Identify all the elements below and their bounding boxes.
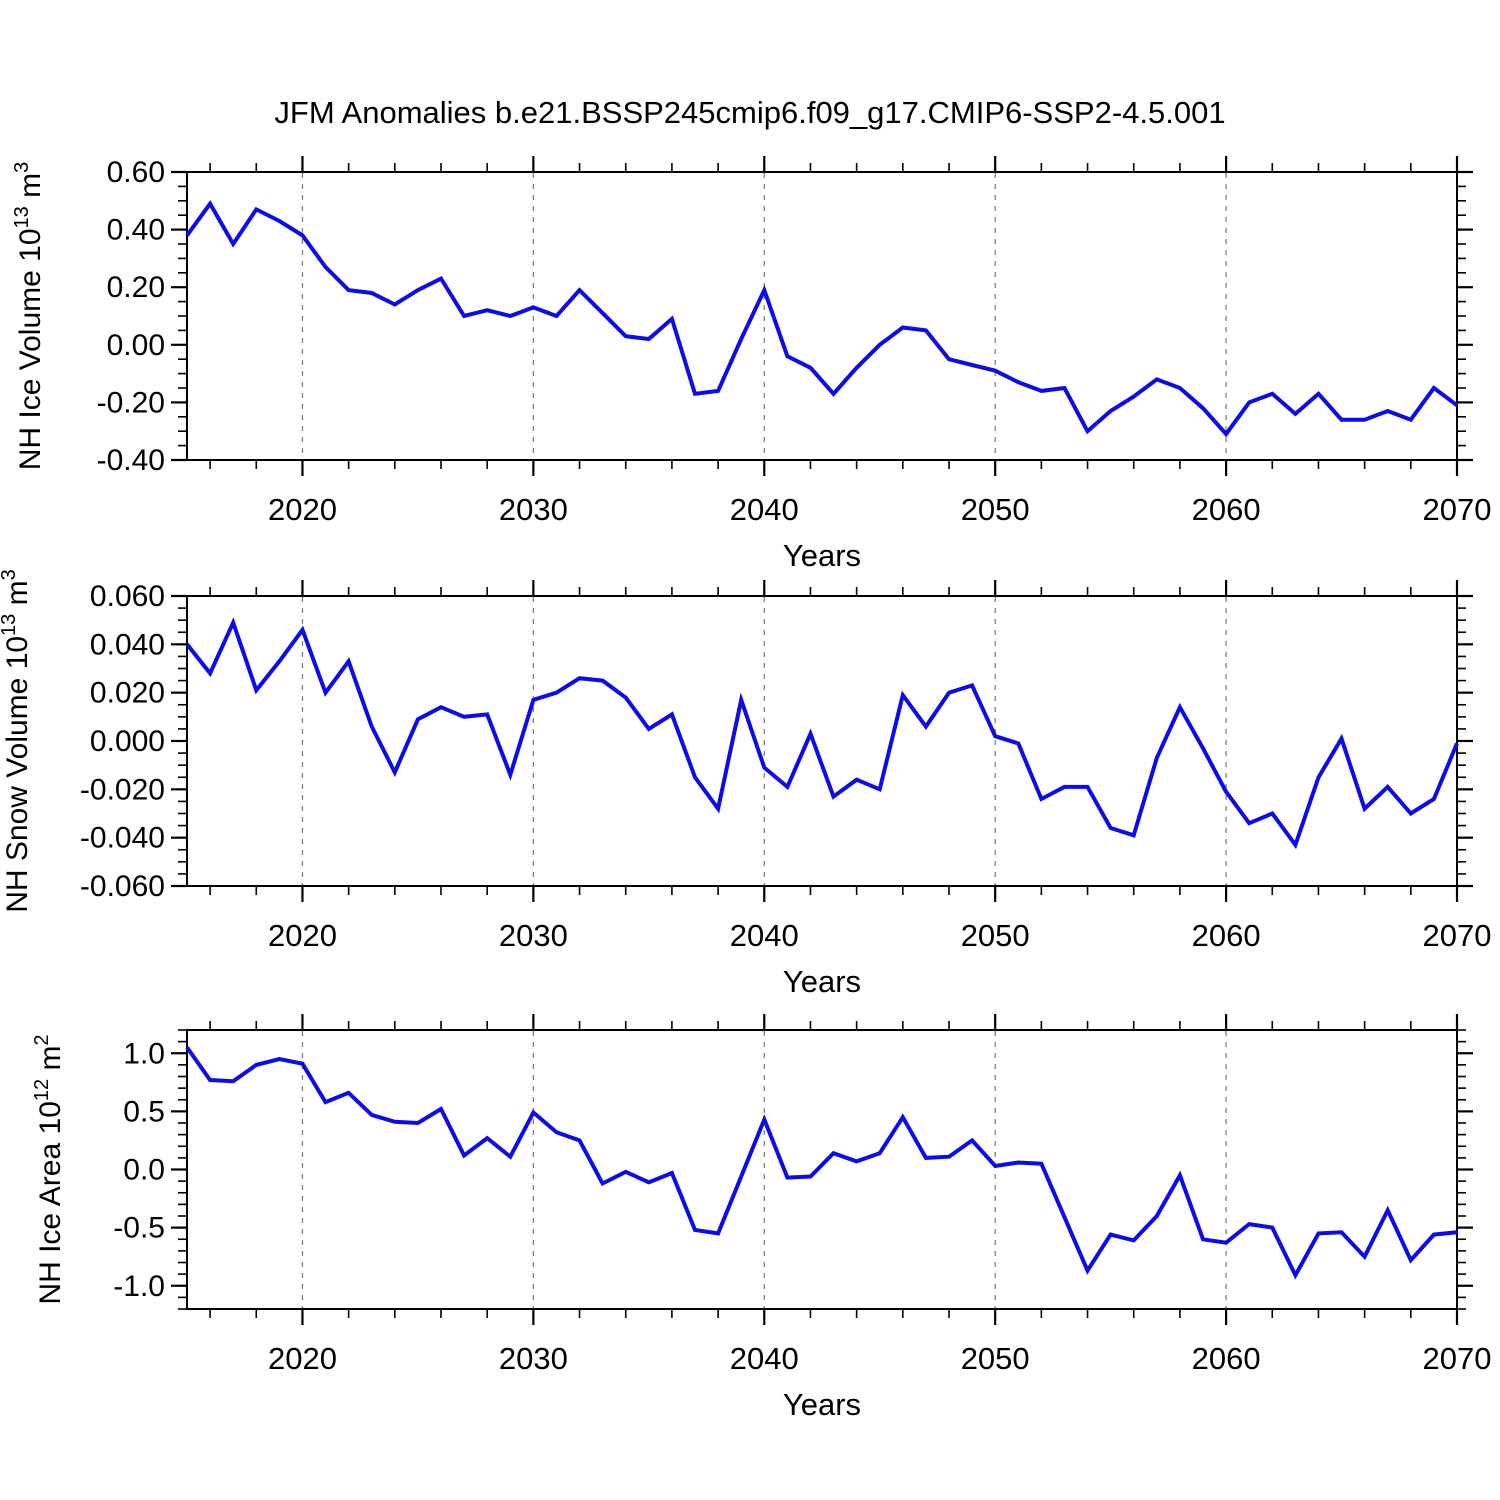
x-tick-label: 2030 [499,492,568,527]
nh-snow-volume-data-line [185,617,1459,850]
nh-ice-area-panel: 1.0 0.5 0.0 -0.5 -1.0 2020 2030 2040 2050 2060 207… [31,1014,1491,1422]
y-tick-label: 0.060 [90,580,165,613]
y-tick-label: -0.040 [80,822,165,855]
x-tick-label: 2030 [499,1341,568,1376]
nh-snow-volume-panel: 0.060 0.040 0.020 0.000 -0.020 -0.040 -0.060 20… [0,569,1491,999]
x-tick-label: 2030 [499,918,568,953]
x-tick-label: 2070 [1423,492,1492,527]
y-tick-label: -0.020 [80,773,165,806]
x-tick-label: 2050 [961,1341,1030,1376]
y-axis-title: NH Ice Volume 1013 m3 [11,162,47,471]
y-tick-label: -0.060 [80,870,165,903]
x-tick-label: 2050 [961,918,1030,953]
x-tick-label: 2060 [1192,1341,1261,1376]
y-axis-title: NH Snow Volume 1013 m3 [0,569,34,913]
y-tick-label: 0.040 [90,628,165,661]
y-tick-label: 0.40 [107,214,165,247]
y-tick-label: 0.000 [90,725,165,758]
x-tick-label: 2040 [730,918,799,953]
nh-ice-volume-data-line [185,200,1459,438]
nh-ice-area-data-line [185,1046,1458,1280]
nh-ice-volume-panel: 0.60 0.40 0.20 0.00 -0.20 -0.40 2020 2030 2040 20… [11,156,1491,573]
nh-ice-area-plot-box [186,1029,1458,1310]
chart-title: JFM Anomalies b.e21.BSSP245cmip6.f09_g17… [274,95,1226,130]
y-axis-title: NH Ice Area 1012 m2 [31,1034,67,1304]
y-tick-label: 0.020 [90,677,165,710]
x-tick-label: 2020 [268,1341,337,1376]
x-tick-label: 2020 [268,918,337,953]
x-axis-title: Years [783,1387,861,1422]
y-tick-label: 0.0 [123,1154,165,1187]
y-tick-label: -0.20 [97,386,165,419]
x-tick-label: 2070 [1423,918,1492,953]
x-tick-label: 2050 [961,492,1030,527]
y-tick-label: -0.5 [113,1212,165,1245]
nh-ice-volume-plot-box [186,171,1458,461]
x-tick-label: 2020 [268,492,337,527]
x-tick-label: 2040 [730,492,799,527]
x-tick-label: 2070 [1423,1341,1492,1376]
y-tick-label: 0.00 [107,329,165,362]
y-tick-label: 0.5 [123,1095,165,1128]
x-tick-label: 2040 [730,1341,799,1376]
y-tick-label: -0.40 [97,444,165,477]
y-tick-label: 0.20 [107,271,165,304]
x-tick-label: 2060 [1192,918,1261,953]
y-tick-label: -1.0 [113,1270,165,1303]
x-axis-title: Years [783,964,861,999]
y-tick-label: 1.0 [123,1037,165,1070]
x-axis-title: Years [783,538,861,573]
y-tick-label: 0.60 [107,156,165,189]
x-tick-label: 2060 [1192,492,1261,527]
